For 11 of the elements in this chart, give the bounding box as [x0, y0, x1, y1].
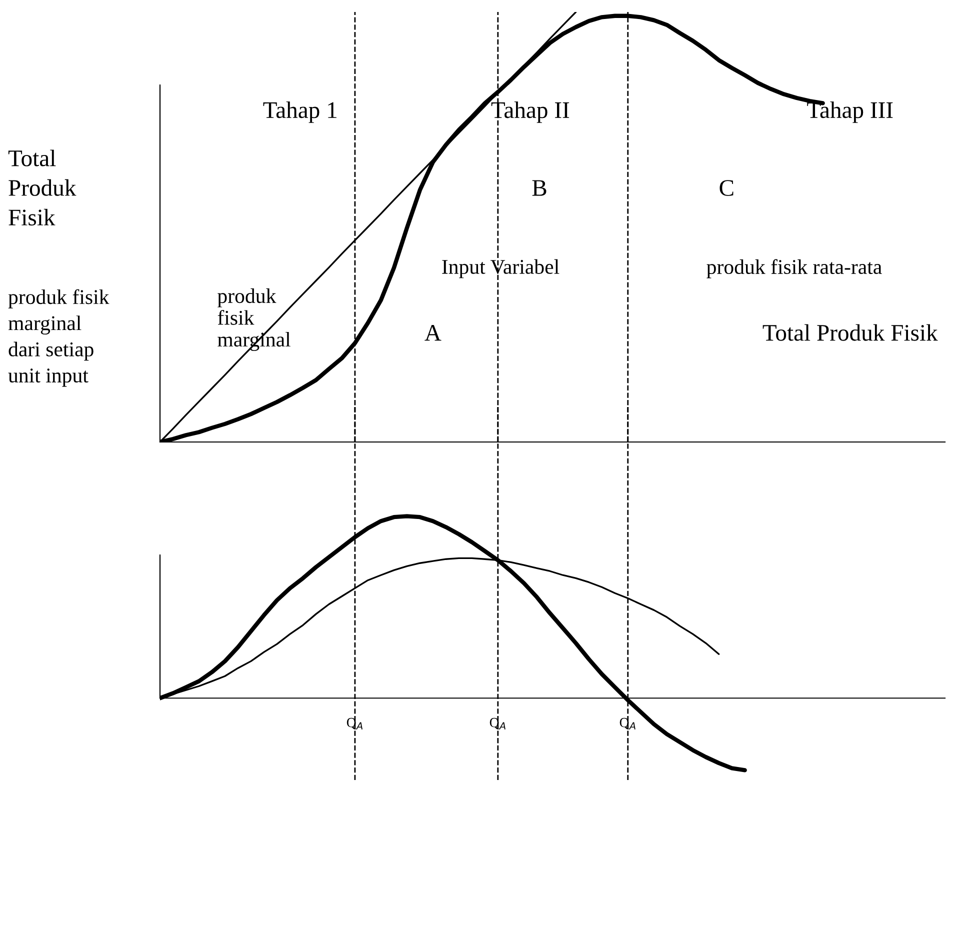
annotation: C: [720, 180, 734, 196]
annotation: Input Variabel: [442, 259, 560, 278]
annotation: produk fisik rata-rata: [706, 259, 882, 278]
y-axis-title: Total Produk Fisik: [8, 150, 76, 226]
annotation: Total Produk Fisik: [762, 324, 938, 341]
annotation: A: [424, 325, 442, 341]
annotation: Tahap II: [491, 101, 570, 123]
y-axis-title: produk fisik marginal dari setiap unit input: [8, 289, 110, 387]
annotation: Tahap 1: [263, 101, 336, 123]
annotation: Tahap III: [807, 101, 893, 123]
annotation: B: [532, 180, 546, 196]
